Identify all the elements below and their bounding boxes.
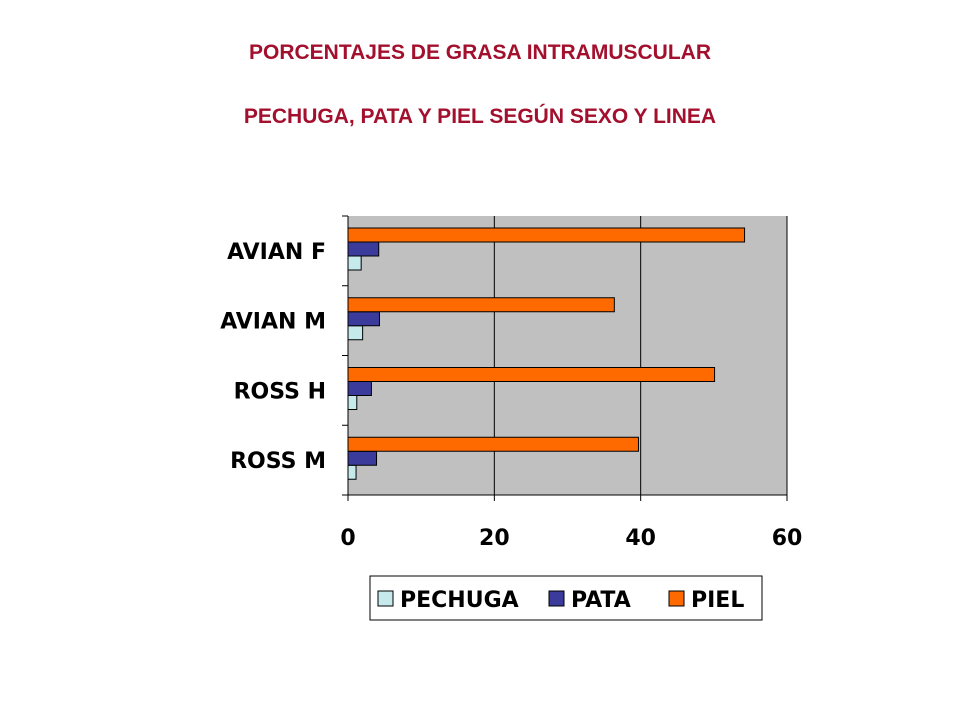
x-tick-label: 60 (772, 526, 803, 551)
category-label: ROSS M (230, 449, 326, 474)
tick-labels: 0 20 40 60 (340, 526, 802, 551)
category-label: ROSS H (234, 379, 326, 404)
legend-swatch-piel (668, 590, 685, 607)
bar-pechuga-ross-m (347, 464, 357, 480)
axes (342, 215, 788, 501)
bar-piel-ross-m (347, 436, 639, 452)
plot-background (348, 216, 787, 495)
chart-title: PORCENTAJES DE GRASA INTRAMUSCULAR (248, 41, 712, 64)
bar-pata-avian-f (347, 241, 380, 257)
legend-swatch-pechuga (377, 590, 394, 607)
legend-box (369, 575, 763, 621)
bar-pechuga-avian-f (347, 255, 362, 271)
bar-pechuga-avian-m (347, 325, 364, 341)
legend-label-pata: PATA (571, 588, 631, 613)
legend: PECHUGA PATA PIEL (369, 575, 763, 621)
x-tick-label: 40 (625, 526, 656, 551)
category-labels: AVIAN F AVIAN M ROSS H ROSS M (220, 240, 326, 474)
plot-area (348, 216, 788, 495)
bar-piel-ross-h (347, 367, 716, 382)
category-label: AVIAN M (220, 310, 326, 335)
bar-pata-ross-h (347, 381, 372, 396)
legend-swatch-pata (548, 590, 565, 607)
x-tick-label: 20 (479, 526, 510, 551)
legend-label-pechuga: PECHUGA (400, 588, 519, 613)
x-tick-label: 0 (340, 526, 355, 551)
bars (347, 227, 746, 480)
bar-pechuga-ross-h (347, 395, 358, 410)
bar-pata-avian-m (347, 311, 380, 327)
bar-piel-avian-m (347, 297, 615, 313)
chart-subtitle: PECHUGA, PATA Y PIEL SEGÚN SEXO Y LINEA (243, 105, 717, 128)
legend-label-piel: PIEL (691, 588, 744, 613)
category-label: AVIAN F (227, 240, 326, 265)
bar-piel-avian-f (347, 227, 746, 243)
bar-pata-ross-m (347, 450, 378, 466)
